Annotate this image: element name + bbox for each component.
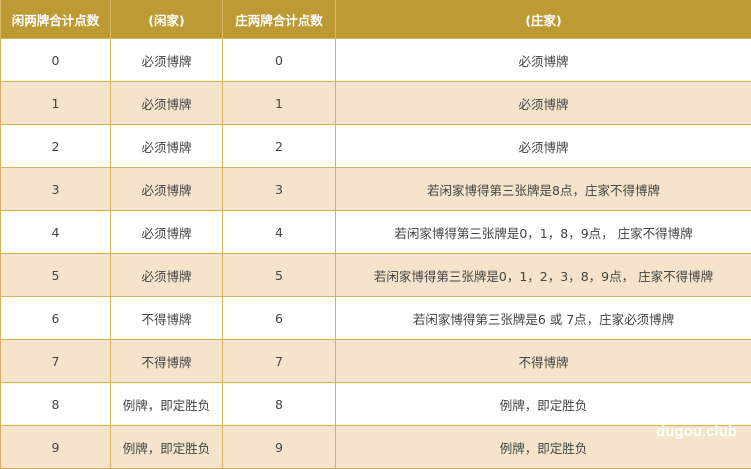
table-cell: 5 xyxy=(223,254,336,297)
table-cell: 2 xyxy=(223,125,336,168)
table-cell: 7 xyxy=(1,340,111,383)
table-cell: 5 xyxy=(1,254,111,297)
header-row: 闲两牌合计点数(闲家)庄两牌合计点数(庄家) xyxy=(1,0,751,39)
column-header: (庄家) xyxy=(336,0,751,39)
table-cell: 不得博牌 xyxy=(111,297,223,340)
table-cell: 必须博牌 xyxy=(111,125,223,168)
table-cell: 不得博牌 xyxy=(111,340,223,383)
table-cell: 1 xyxy=(223,82,336,125)
table-cell: 2 xyxy=(1,125,111,168)
table-cell: 必须博牌 xyxy=(336,82,751,125)
table-cell: 若闲家博得第三张牌是0，1，8，9点， 庄家不得博牌 xyxy=(336,211,751,254)
watermark: dugou.club xyxy=(656,423,737,440)
table-cell: 必须博牌 xyxy=(111,254,223,297)
table-cell: 7 xyxy=(223,340,336,383)
table-cell: 必须博牌 xyxy=(111,39,223,82)
table-cell: 8 xyxy=(223,383,336,426)
table-cell: 必须博牌 xyxy=(111,82,223,125)
table-cell: 若闲家博得第三张牌是6 或 7点，庄家必须博牌 xyxy=(336,297,751,340)
table-cell: 0 xyxy=(1,39,111,82)
table-cell: 若闲家博得第三张牌是0，1，2，3，8，9点， 庄家不得博牌 xyxy=(336,254,751,297)
table-cell: 0 xyxy=(223,39,336,82)
table-cell: 例牌，即定胜负 xyxy=(336,383,751,426)
table-cell: 若闲家博得第三张牌是8点，庄家不得博牌 xyxy=(336,168,751,211)
table-cell: 6 xyxy=(1,297,111,340)
table-cell: 必须博牌 xyxy=(336,125,751,168)
table-cell: 3 xyxy=(1,168,111,211)
table-cell: 9 xyxy=(1,426,111,469)
column-header: 庄两牌合计点数 xyxy=(223,0,336,39)
table-cell: 必须博牌 xyxy=(111,211,223,254)
table-cell: 例牌，即定胜负 xyxy=(111,383,223,426)
table-cell: 例牌，即定胜负 xyxy=(111,426,223,469)
column-header: 闲两牌合计点数 xyxy=(1,0,111,39)
table-cell: 4 xyxy=(223,211,336,254)
table-cell: 不得博牌 xyxy=(336,340,751,383)
table-cell: 必须博牌 xyxy=(111,168,223,211)
table-cell: 4 xyxy=(1,211,111,254)
table-cell: 9 xyxy=(223,426,336,469)
table-cell: 6 xyxy=(223,297,336,340)
column-header: (闲家) xyxy=(111,0,223,39)
table-cell: 8 xyxy=(1,383,111,426)
table-cell: 1 xyxy=(1,82,111,125)
table-cell: 必须博牌 xyxy=(336,39,751,82)
table-cell: 3 xyxy=(223,168,336,211)
